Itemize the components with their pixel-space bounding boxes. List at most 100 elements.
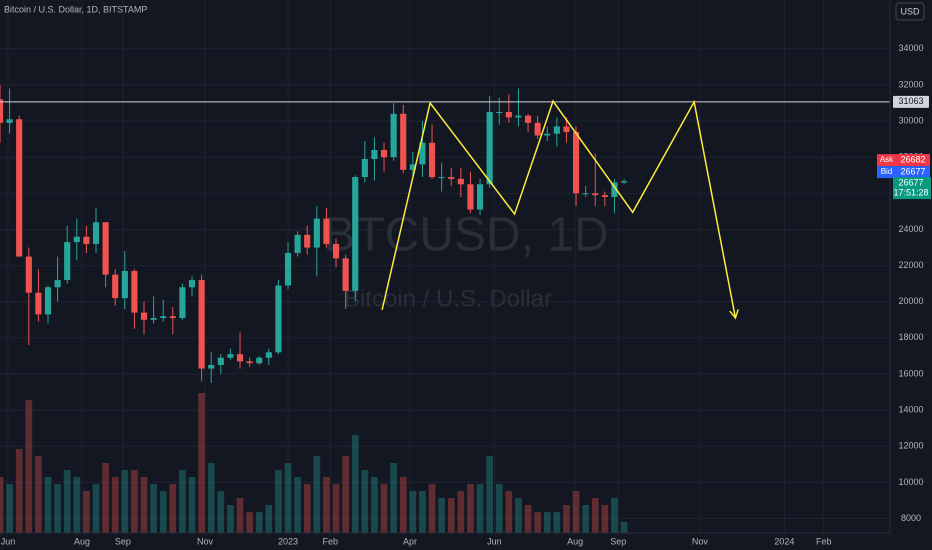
candle-body: [0, 99, 4, 123]
candle-body: [448, 177, 455, 179]
candle-body: [284, 252, 292, 286]
candle-body: [169, 316, 176, 318]
volume-bar: [284, 463, 292, 533]
candle-body: [64, 242, 71, 281]
volume-bar: [92, 484, 100, 533]
candle-body: [160, 316, 167, 318]
candle-body: [73, 236, 80, 243]
quote-tag-value: 26682: [900, 154, 925, 164]
candle-body: [313, 218, 320, 248]
volume-bar: [467, 484, 474, 533]
volume-bar: [6, 484, 13, 533]
volume-bar: [380, 484, 388, 533]
candle-body: [400, 113, 407, 170]
volume-bar: [25, 400, 33, 533]
volume-bar: [611, 498, 618, 533]
candle-body: [16, 119, 23, 257]
volume-bar: [313, 456, 321, 533]
candle-body: [208, 364, 215, 369]
volume-bar: [102, 463, 109, 533]
x-tick-label: Nov: [692, 536, 709, 546]
volume-bar: [601, 505, 609, 533]
candle-body: [553, 126, 560, 134]
x-tick-label: Feb: [323, 536, 339, 546]
candle-body: [256, 357, 263, 364]
volume-bar: [351, 435, 359, 533]
volume-bar: [438, 498, 445, 533]
candle-body: [236, 354, 244, 362]
candle-body: [227, 354, 234, 358]
candle-body: [428, 142, 436, 178]
x-tick-label: Sep: [115, 536, 131, 546]
x-tick-label: 2023: [278, 536, 298, 546]
overlays: [0, 99, 890, 320]
candle-body: [179, 287, 186, 318]
level-tag-label: 31063: [898, 96, 923, 106]
volume-bar: [342, 456, 349, 533]
volume-bar: [543, 512, 551, 533]
volume-bar: [236, 498, 244, 533]
candle-body: [294, 234, 301, 253]
currency-label[interactable]: USD: [900, 6, 920, 16]
volume-bar: [419, 491, 426, 533]
candle-body: [44, 287, 52, 315]
volume-bar: [515, 498, 522, 533]
candle-body: [188, 280, 196, 288]
x-tick-label: Jun: [487, 536, 502, 546]
candle-body: [83, 236, 90, 244]
candle-body: [620, 181, 628, 183]
volume-bar: [15, 449, 23, 533]
volume-bar: [255, 512, 263, 533]
candles: [0, 84, 628, 384]
volume-bar: [582, 505, 590, 533]
y-tick-label: 10000: [898, 477, 923, 487]
candle-body: [246, 361, 253, 364]
volume-bar: [303, 484, 311, 533]
volume-bar: [0, 477, 4, 533]
volume-bar: [207, 463, 215, 533]
candle-body: [515, 115, 522, 118]
candle-body: [217, 357, 224, 365]
x-tick-label: Aug: [567, 536, 583, 546]
y-tick-label: 32000: [898, 79, 923, 89]
candle-body: [304, 234, 311, 248]
y-tick-label: 22000: [898, 260, 923, 270]
candle-body: [54, 280, 61, 288]
volume-bar: [457, 491, 465, 533]
candle-body: [323, 218, 330, 244]
candle-body: [332, 243, 340, 259]
candle-body: [582, 193, 589, 195]
volume-bar: [188, 477, 196, 533]
pattern-line: [381, 99, 737, 319]
volume-bar: [553, 512, 561, 533]
candle-body: [438, 177, 445, 179]
candle-body: [342, 258, 349, 291]
volume-bar: [399, 477, 407, 533]
y-tick-label: 24000: [898, 224, 923, 234]
volume-bar: [428, 484, 436, 533]
y-tick-label: 20000: [898, 296, 923, 306]
quote-tag-name-bg: [877, 166, 896, 179]
candle-body: [496, 112, 503, 114]
candle-body: [92, 222, 100, 244]
candle-body: [524, 115, 532, 123]
quote-tag-bg: [896, 154, 930, 167]
volume-bar: [121, 470, 129, 533]
volume-bar: [275, 470, 282, 533]
volume-bar: [179, 470, 186, 533]
candle-body: [467, 184, 474, 210]
volume-bar: [246, 512, 253, 533]
volume-bar: [447, 498, 455, 533]
watermark-subtitle: Bitcoin / U.S. Dollar: [344, 285, 552, 312]
volume-bar: [620, 521, 628, 533]
volume-bar: [332, 484, 340, 533]
currency-button[interactable]: [895, 2, 925, 21]
volume-bar: [495, 484, 503, 533]
x-tick-label: 2024: [774, 536, 794, 546]
volume-bar: [390, 463, 397, 533]
x-tick-label: Apr: [403, 536, 417, 546]
candle-body: [6, 119, 13, 123]
volume-bar: [111, 477, 119, 533]
volume-bar: [35, 456, 42, 533]
